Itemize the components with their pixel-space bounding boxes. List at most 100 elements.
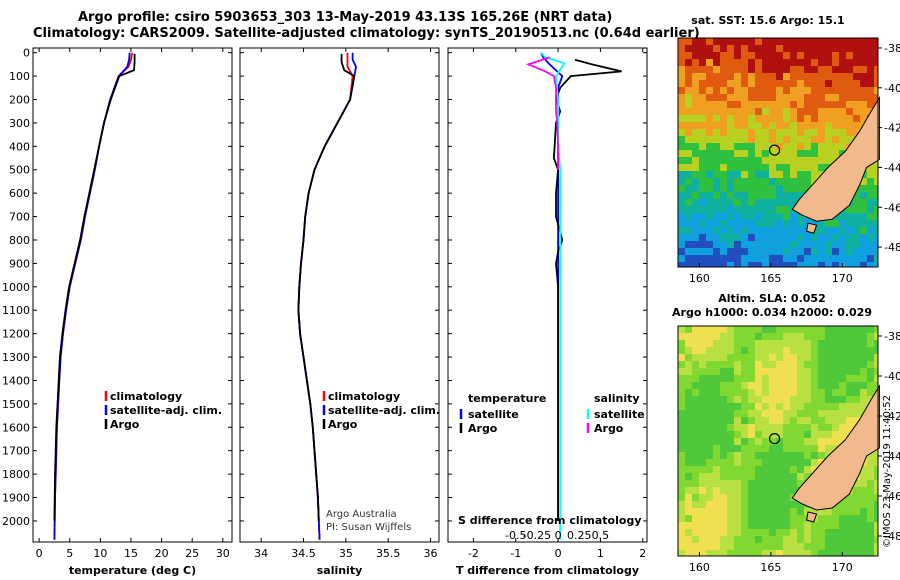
difference-series-s-satellite bbox=[540, 52, 566, 540]
salinity-xtick-label: 34 bbox=[254, 547, 268, 560]
legend-label: climatology bbox=[328, 390, 400, 403]
sla_map-xtick-label: 170 bbox=[832, 561, 853, 574]
difference-xtick-label: 2 bbox=[639, 547, 646, 560]
sst_map-ytick-label: -44 bbox=[884, 161, 900, 174]
depth-tick-label: 800 bbox=[9, 234, 30, 247]
difference-series-t-argo bbox=[552, 58, 622, 521]
temperature-xtick-label: 20 bbox=[155, 547, 169, 560]
temperature-xlabel: temperature (deg C) bbox=[69, 564, 196, 577]
legend-label: Argo bbox=[110, 418, 140, 431]
depth-tick-label: 1800 bbox=[2, 468, 30, 481]
legend-label: satellite-adj. clim. bbox=[328, 404, 440, 417]
salinity-xtick-label: 34.5 bbox=[291, 547, 316, 560]
sla_map-island bbox=[806, 511, 818, 523]
sst_map-ytick-label: -38 bbox=[884, 42, 900, 55]
legend-label: Argo bbox=[468, 422, 498, 435]
sla_map-argo-marker bbox=[768, 433, 781, 445]
temperature-xtick-label: 30 bbox=[216, 547, 230, 560]
sst_map-xtick-label: 165 bbox=[760, 272, 781, 285]
depth-tick-label: 1700 bbox=[2, 445, 30, 458]
depth-tick-label: 0 bbox=[23, 47, 30, 60]
sla_map-ytick-label: -40 bbox=[884, 370, 900, 383]
legend-label: Argo bbox=[594, 422, 624, 435]
sla_map-ytick-label: -44 bbox=[884, 450, 900, 463]
temperature-xtick-label: 10 bbox=[93, 547, 107, 560]
difference-top-label: S difference from climatology bbox=[458, 514, 642, 527]
sst_map-island bbox=[806, 222, 818, 234]
temperature-xtick-label: 0 bbox=[36, 547, 43, 560]
difference-xtick-label: 0 bbox=[555, 547, 562, 560]
salinity-xtick-label: 35.5 bbox=[376, 547, 401, 560]
sla_map-land bbox=[791, 384, 880, 511]
legend-label: satellite bbox=[594, 408, 645, 421]
depth-tick-label: 900 bbox=[9, 257, 30, 270]
difference-series-s-argo bbox=[525, 56, 559, 170]
temperature-xtick-label: 25 bbox=[185, 547, 199, 560]
difference-xtick-label: -2 bbox=[468, 547, 479, 560]
depth-tick-label: 1000 bbox=[2, 281, 30, 294]
sla_map-xtick-label: 160 bbox=[689, 561, 710, 574]
legend-label: satellite-adj. clim. bbox=[110, 404, 222, 417]
temperature-series-argo bbox=[53, 53, 136, 521]
legend-heading-temperature: temperature bbox=[468, 392, 546, 405]
salinity-xlabel: salinity bbox=[317, 564, 363, 577]
credit-line-2: PI: Susan Wijffels bbox=[326, 522, 411, 533]
legend-label: climatology bbox=[110, 390, 182, 403]
salinity-diff-tick-label: -0.25 bbox=[523, 529, 551, 542]
difference-xtick-label: -1 bbox=[510, 547, 521, 560]
header-line-2: Climatology: CARS2009. Satellite-adjuste… bbox=[33, 26, 700, 41]
temperature-frame bbox=[32, 47, 233, 543]
salinity-diff-tick-label: -0.5 bbox=[505, 529, 526, 542]
sst_map-frame bbox=[677, 37, 879, 268]
depth-tick-label: 100 bbox=[9, 70, 30, 83]
sst_map-ytick-label: -48 bbox=[884, 241, 900, 254]
sla-map-title-2: Argo h1000: 0.034 h2000: 0.029 bbox=[672, 306, 872, 319]
sst_map-xtick-label: 160 bbox=[689, 272, 710, 285]
depth-tick-label: 1200 bbox=[2, 328, 30, 341]
salinity-diff-tick-label: 0.25 bbox=[567, 529, 592, 542]
depth-tick-label: 1300 bbox=[2, 351, 30, 364]
difference-xtick-label: 1 bbox=[597, 547, 604, 560]
salinity-diff-tick-label: 0 bbox=[555, 529, 562, 542]
depth-tick-label: 500 bbox=[9, 164, 30, 177]
sla_map-ytick-label: -38 bbox=[884, 330, 900, 343]
depth-tick-label: 1100 bbox=[2, 304, 30, 317]
sst_map-land bbox=[791, 95, 880, 222]
depth-tick-label: 200 bbox=[9, 94, 30, 107]
temperature-xtick-label: 15 bbox=[124, 547, 138, 560]
salinity-diff-tick-label: 0.5 bbox=[592, 529, 610, 542]
legend-label: satellite bbox=[468, 408, 519, 421]
depth-tick-label: 400 bbox=[9, 140, 30, 153]
difference-frame bbox=[447, 47, 648, 543]
sst_map-argo-marker bbox=[768, 144, 781, 156]
salinity-series-argo bbox=[297, 53, 356, 521]
credit-line-1: Argo Australia bbox=[326, 509, 397, 520]
legend-heading-salinity: salinity bbox=[594, 392, 640, 405]
sst_map-ytick-label: -40 bbox=[884, 82, 900, 95]
depth-tick-label: 1900 bbox=[2, 492, 30, 505]
imos-timestamp: ©IMOS 23-May-2019 11:40:52 bbox=[882, 395, 893, 548]
salinity-xtick-label: 35 bbox=[339, 547, 353, 560]
depth-tick-label: 600 bbox=[9, 187, 30, 200]
depth-tick-label: 1400 bbox=[2, 374, 30, 387]
sla-map-title-1: Altim. SLA: 0.052 bbox=[718, 292, 825, 305]
depth-tick-label: 700 bbox=[9, 211, 30, 224]
sla_map-ytick-label: -48 bbox=[884, 530, 900, 543]
salinity-xtick-label: 36 bbox=[424, 547, 438, 560]
depth-tick-label: 300 bbox=[9, 117, 30, 130]
salinity-frame bbox=[239, 47, 440, 543]
sla_map-frame bbox=[677, 325, 879, 557]
sla_map-ytick-label: -42 bbox=[884, 410, 900, 423]
sst_map-xtick-label: 170 bbox=[832, 272, 853, 285]
legend-label: Argo bbox=[328, 418, 358, 431]
sla_map-xtick-label: 165 bbox=[760, 561, 781, 574]
temperature-xtick-label: 5 bbox=[66, 547, 73, 560]
header-line-1: Argo profile: csiro 5903653_303 13-May-2… bbox=[78, 10, 613, 25]
depth-tick-label: 1500 bbox=[2, 398, 30, 411]
depth-tick-label: 2000 bbox=[2, 515, 30, 528]
depth-tick-label: 1600 bbox=[2, 421, 30, 434]
sst-map-title: sat. SST: 15.6 Argo: 15.1 bbox=[691, 14, 844, 27]
difference-xlabel: T difference from climatology bbox=[456, 564, 639, 577]
sst_map-ytick-label: -42 bbox=[884, 122, 900, 135]
